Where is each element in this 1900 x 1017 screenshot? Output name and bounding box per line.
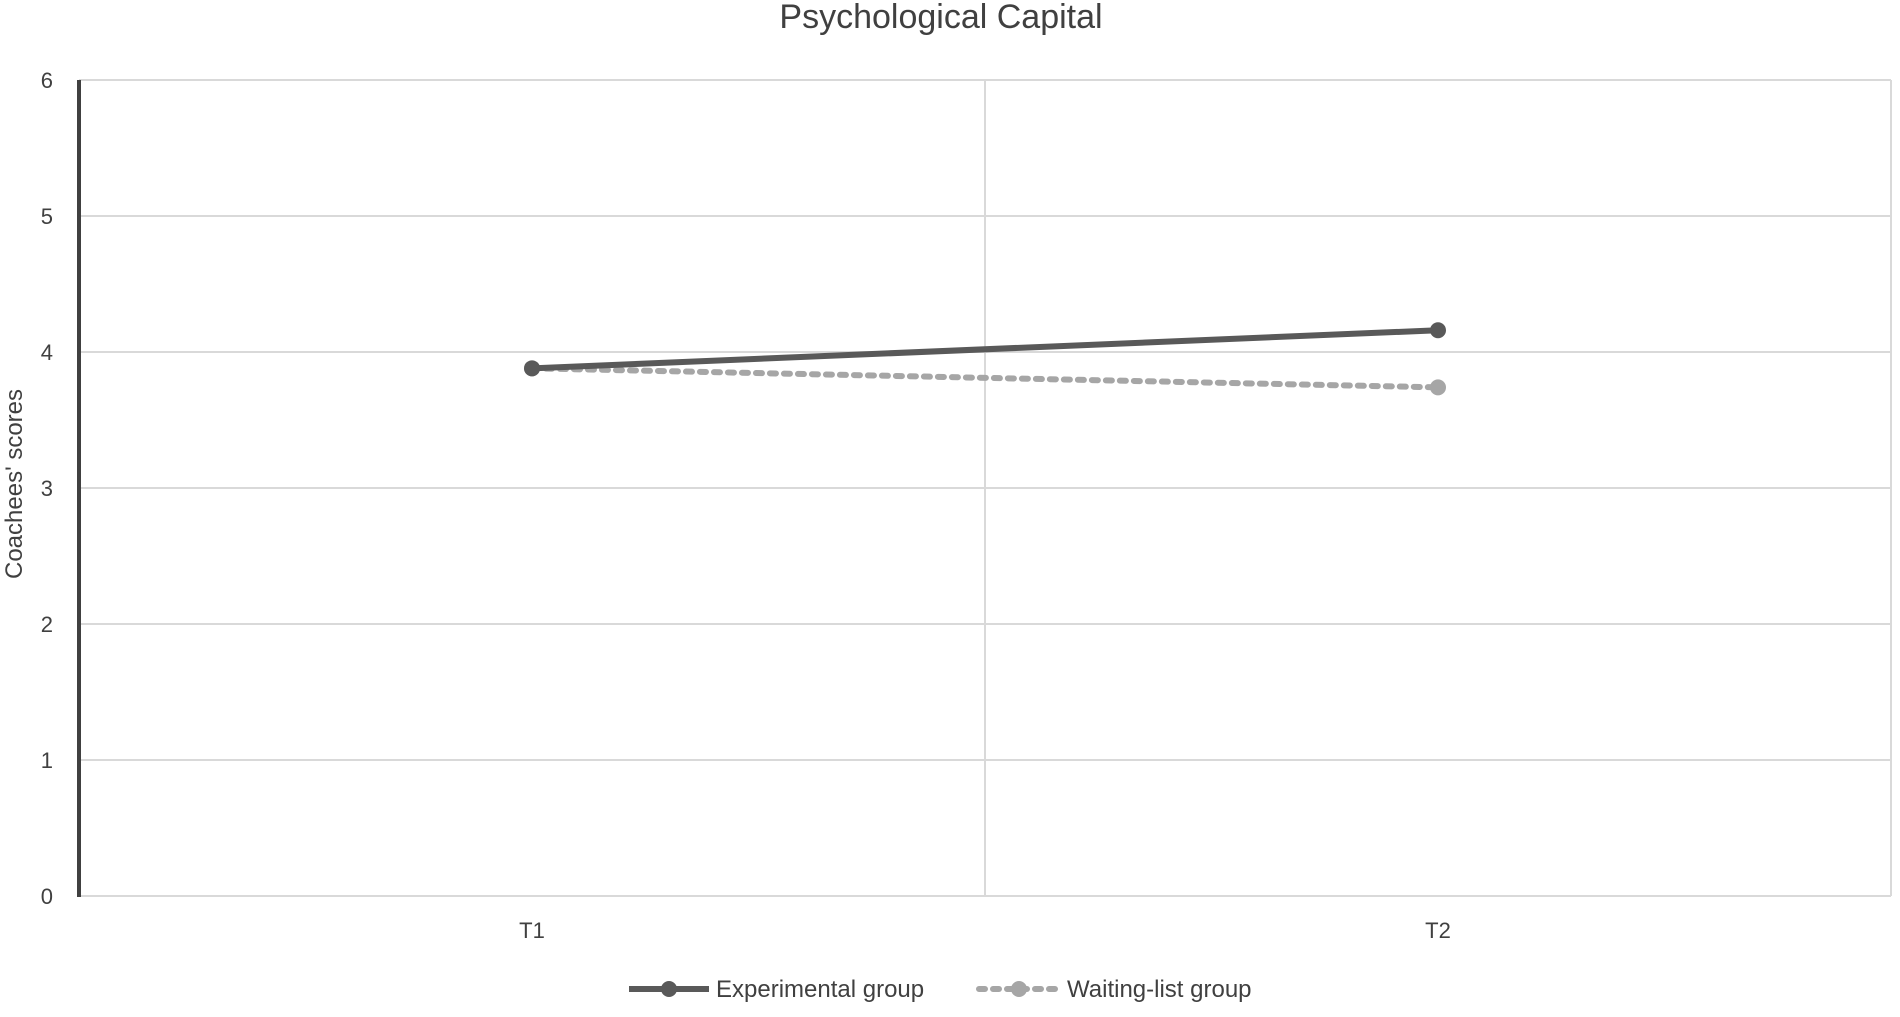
x-tick-label: T1 — [519, 918, 545, 943]
legend-item: Waiting-list group — [976, 976, 1252, 1003]
series-0 — [524, 322, 1446, 377]
y-tick-label: 5 — [41, 204, 53, 229]
data-point — [1430, 379, 1446, 396]
y-tick-label: 6 — [41, 68, 53, 93]
axis-layer: 0 1 2 3 4 5 6 T1 T2 — [41, 68, 1891, 943]
data-point — [1430, 322, 1446, 339]
y-axis-label: Coachees' scores — [1, 389, 28, 579]
legend: Experimental group Waiting-list group — [629, 976, 1252, 1003]
legend-marker — [661, 981, 677, 997]
y-tick-label: 4 — [41, 340, 53, 365]
series-layer — [524, 322, 1446, 396]
legend-marker — [1011, 981, 1027, 997]
legend-label: Waiting-list group — [1067, 976, 1252, 1003]
y-tick-label: 2 — [41, 612, 53, 637]
legend-label: Experimental group — [716, 976, 924, 1003]
legend-item: Experimental group — [629, 976, 924, 1003]
grid-layer — [79, 79, 1892, 896]
y-tick-label: 1 — [41, 748, 53, 773]
y-tick-label: 0 — [41, 884, 53, 909]
series-line — [529, 365, 1441, 391]
x-tick-label: T2 — [1425, 918, 1451, 943]
series-line — [531, 327, 1439, 372]
data-point — [524, 360, 540, 377]
chart-title: Psychological Capital — [779, 0, 1102, 36]
y-tick-label: 3 — [41, 476, 53, 501]
